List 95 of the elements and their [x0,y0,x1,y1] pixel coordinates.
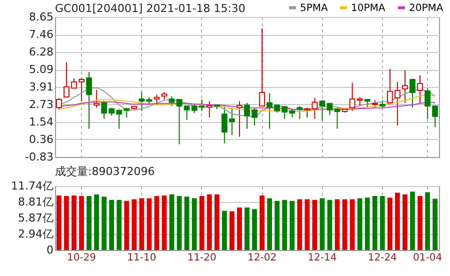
y-tick-label: 3.91 [29,80,54,94]
bar [290,200,295,250]
candlestick [168,96,175,107]
bar [282,200,288,250]
y-tick-label: 2.94亿 [18,227,54,240]
bar [402,194,408,250]
candlestick [319,100,326,122]
x-tick-label: 12-02 [248,252,277,264]
bar [132,199,137,250]
bar [364,198,370,250]
bar [222,210,227,250]
chart-title: GC001[204001] 2021-01-18 15:30 [55,2,246,15]
bar [230,211,234,250]
y-tick-label: 1.54 [29,116,54,128]
bar [334,199,340,250]
legend-label: 10PMA [351,2,386,14]
candlestick [326,102,333,116]
bar [79,196,84,250]
bar [206,194,212,250]
candlestick [304,107,310,118]
bar [350,199,355,250]
bar [184,196,190,250]
bar [394,192,400,250]
x-tick-label: 12-24 [368,252,397,264]
candlestick [236,100,242,138]
bar [102,196,107,250]
bar [154,196,160,250]
x-tick-label: 12-14 [308,252,337,264]
legend-label: 20PMA [409,2,444,14]
bar [304,199,310,250]
bar [109,200,114,250]
bar [387,198,392,250]
bar [214,194,220,250]
candlestick [94,89,100,108]
bar [342,199,348,250]
x-tick-label: 11-10 [127,252,156,264]
bar [380,196,385,250]
bar [94,194,100,250]
y-tick-label: 2.73 [29,98,54,111]
y-tick-label: 8.65 [29,10,54,24]
candlestick [154,94,160,105]
bar [169,194,174,250]
bar [199,196,204,250]
bar [320,198,325,250]
bar [146,198,152,250]
candlestick [410,78,416,108]
x-tick-label: 11-20 [187,252,216,264]
bar [252,209,257,250]
bar [162,195,167,250]
candlestick [138,92,145,112]
candlestick [312,97,318,120]
y-tick-label: 0.36 [29,132,54,146]
bar [237,207,242,250]
bar [72,195,76,250]
bar [312,200,318,250]
candlestick [334,107,340,130]
y-tick-label: 7.46 [29,28,54,42]
legend-label: 5PMA [300,2,328,14]
y-tick-label: 0 [46,244,54,256]
candlestick [56,97,62,110]
bar [267,198,272,250]
bar [86,196,92,250]
y-tick-label: -0.83 [25,150,54,164]
y-tick-label: 8.81亿 [18,195,54,208]
bar [260,195,264,250]
bar [432,198,438,250]
bar [327,200,332,250]
y-tick-label: 11.74亿 [11,180,54,192]
candlestick [206,100,212,118]
bar [274,200,280,250]
candlestick [417,74,423,104]
y-tick-label: 5.87亿 [18,212,54,224]
candlestick [296,106,303,120]
bar [357,198,362,250]
bar [124,200,130,250]
chart-title: 成交量:890372096 [55,165,155,178]
bar [372,196,378,250]
bar [116,200,122,250]
bar [425,192,430,250]
bar [410,192,415,250]
candlestick [402,70,408,104]
bar [244,207,250,250]
bar [176,196,182,250]
x-tick-label: 01-04 [413,252,442,264]
y-tick-label: 6.28 [29,46,54,58]
bar [64,196,69,250]
y-tick-label: 5.09 [29,63,54,76]
bar [139,198,144,250]
bar [297,199,302,250]
bar [418,196,422,250]
bar [56,195,62,250]
x-tick-label: 10-29 [66,252,96,264]
candlestick [176,98,182,145]
candlestick [86,72,92,130]
bar [192,198,197,250]
